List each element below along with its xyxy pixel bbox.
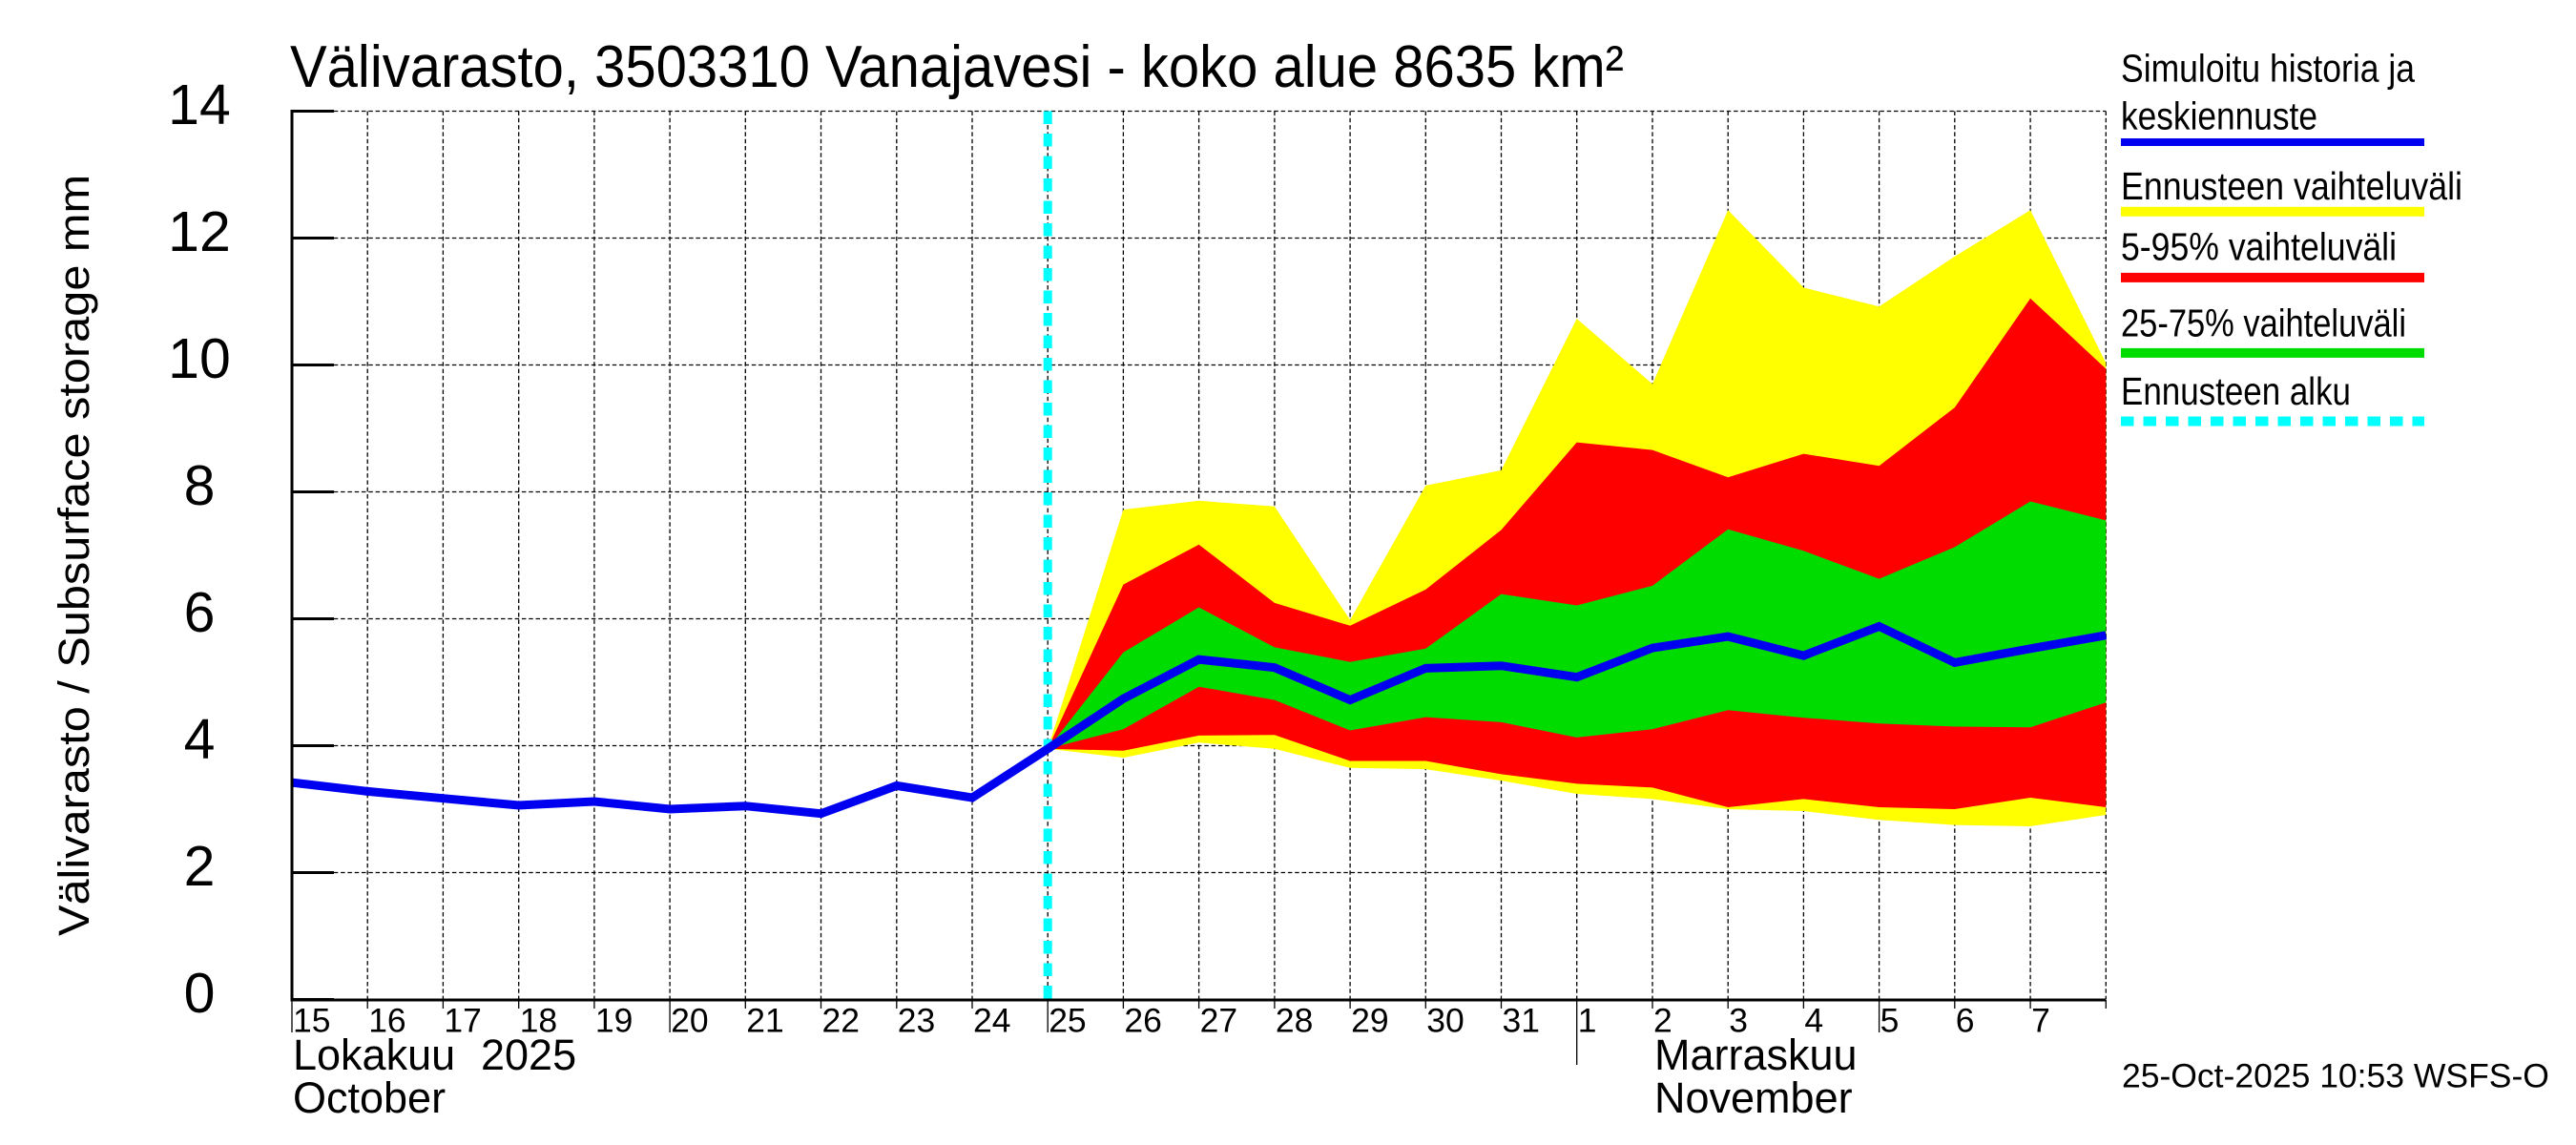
svg-text:5: 5: [1880, 1002, 1900, 1040]
svg-text:31: 31: [1503, 1002, 1541, 1040]
svg-text:6: 6: [1956, 1002, 1975, 1040]
svg-text:6: 6: [184, 581, 216, 644]
svg-text:5-95% vaihteluväli: 5-95% vaihteluväli: [2121, 224, 2397, 268]
svg-text:Marraskuu: Marraskuu: [1654, 1030, 1858, 1079]
svg-text:October: October: [293, 1073, 446, 1122]
svg-text:14: 14: [168, 73, 231, 136]
svg-text:Simuloitu historia ja: Simuloitu historia ja: [2121, 47, 2415, 91]
svg-text:19: 19: [595, 1002, 634, 1040]
svg-text:3: 3: [1729, 1002, 1748, 1040]
svg-text:Lokakuu: Lokakuu: [293, 1030, 455, 1079]
svg-text:12: 12: [168, 200, 231, 263]
svg-text:25-75% vaihteluväli: 25-75% vaihteluväli: [2121, 302, 2406, 345]
svg-text:1: 1: [1578, 1002, 1597, 1040]
svg-text:10: 10: [168, 327, 231, 390]
svg-text:21: 21: [746, 1002, 784, 1040]
svg-text:Välivarasto, 3503310 Vanajaves: Välivarasto, 3503310 Vanajavesi - koko a…: [290, 34, 1624, 100]
svg-text:Ennusteen vaihteluväli: Ennusteen vaihteluväli: [2121, 164, 2462, 208]
svg-text:November: November: [1654, 1073, 1853, 1122]
svg-text:4: 4: [184, 708, 216, 771]
svg-text:27: 27: [1200, 1002, 1238, 1040]
svg-text:18: 18: [520, 1002, 558, 1040]
svg-text:26: 26: [1124, 1002, 1162, 1040]
svg-text:keskiennuste: keskiennuste: [2121, 94, 2317, 138]
svg-text:25-Oct-2025 10:53 WSFS-O: 25-Oct-2025 10:53 WSFS-O: [2122, 1057, 2549, 1095]
svg-text:15: 15: [293, 1002, 331, 1040]
svg-text:29: 29: [1351, 1002, 1389, 1040]
svg-text:0: 0: [184, 962, 216, 1025]
svg-text:16: 16: [368, 1002, 406, 1040]
svg-text:2: 2: [1653, 1002, 1672, 1040]
svg-text:28: 28: [1276, 1002, 1314, 1040]
svg-text:8: 8: [184, 454, 216, 517]
svg-text:2025: 2025: [481, 1030, 576, 1079]
svg-text:23: 23: [898, 1002, 936, 1040]
svg-text:Välivarasto / Subsurface stora: Välivarasto / Subsurface storage mm: [50, 175, 98, 936]
svg-text:17: 17: [444, 1002, 482, 1040]
svg-text:Ennusteen alku: Ennusteen alku: [2121, 369, 2351, 413]
svg-text:4: 4: [1804, 1002, 1823, 1040]
svg-text:24: 24: [973, 1002, 1011, 1040]
svg-text:20: 20: [671, 1002, 709, 1040]
svg-text:2: 2: [184, 835, 216, 898]
svg-text:7: 7: [2031, 1002, 2050, 1040]
svg-text:22: 22: [822, 1002, 861, 1040]
svg-text:25: 25: [1049, 1002, 1087, 1040]
svg-text:30: 30: [1426, 1002, 1465, 1040]
